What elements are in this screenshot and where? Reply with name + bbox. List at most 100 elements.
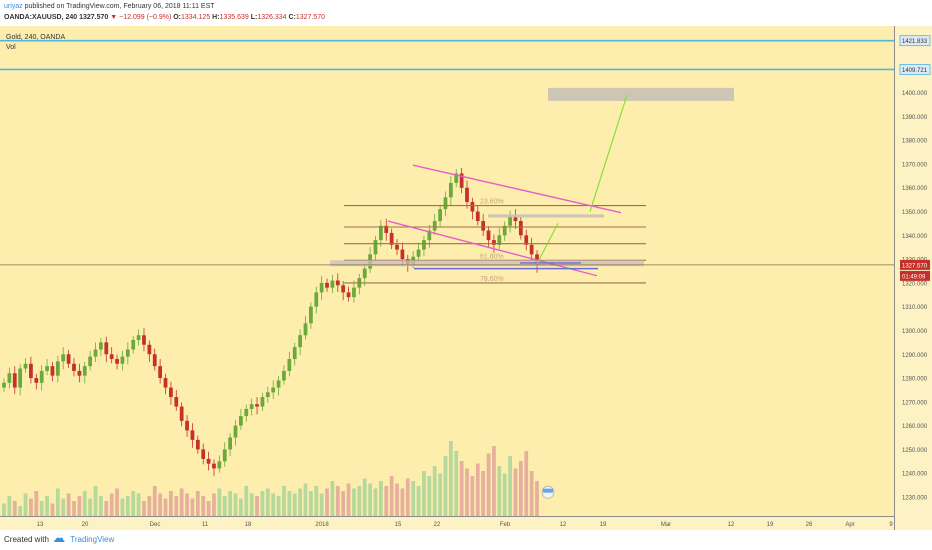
candle [335,280,340,286]
volume-bar [50,503,55,516]
volume-bar [174,496,179,516]
price-line-label: 1421.833 [902,39,928,45]
volume-bar [287,491,292,516]
candle [518,221,523,236]
volume-bar [185,493,189,516]
flag-icon [543,488,553,493]
candle [341,285,346,293]
candle [7,373,12,383]
candle [314,292,319,307]
candle [158,366,163,379]
candle [228,437,233,450]
volume-bar [104,501,109,516]
time-tick-label: Feb [500,522,511,528]
volume-bar [34,491,39,516]
last-price: 1327.570 [79,14,109,21]
volume-bar [23,493,28,516]
volume-bar [314,486,319,516]
volume-bar [481,471,486,516]
volume-bar [18,506,23,516]
candle [459,173,464,188]
candle [352,287,356,298]
volume-bar [492,446,496,516]
volume-bar [109,493,114,516]
volume-bar [400,488,405,516]
candle [308,306,313,324]
candle [2,382,6,388]
channel-lower-line [387,220,598,277]
close-label: C: [288,14,296,21]
candle [244,408,249,417]
volume-bar [265,488,270,516]
candle [422,240,426,250]
plot-background [0,26,894,516]
candle [222,449,227,462]
volume-bar [244,486,249,516]
candle [18,368,23,388]
candle [287,359,292,371]
candle [185,420,189,431]
candle [416,249,421,257]
candle [448,182,453,198]
author-link[interactable]: uriyaz [4,3,23,10]
price-tick-label: 1360.000 [902,186,928,192]
candle [104,342,109,355]
volume-bar [384,486,389,516]
volume-legend[interactable]: Vol [6,44,16,51]
series-legend[interactable]: Gold, 240, OANDA [6,34,66,41]
candle [271,387,276,393]
volume-bar [524,451,529,516]
volume-bar [357,486,362,516]
candle [282,370,286,381]
candle [115,359,119,364]
price-tick-label: 1350.000 [902,210,928,216]
candle [255,404,259,407]
candle [152,354,157,367]
time-tick-label: Apr [845,522,854,528]
candle [99,342,103,350]
price-tick-label: 1230.000 [902,495,928,501]
candle [265,392,270,398]
price-tick-label: 1300.000 [902,329,928,335]
volume-bar [529,471,534,516]
price-tick-label: 1340.000 [902,234,928,240]
volume-bar [475,463,480,516]
projection-line-long [589,94,628,212]
volume-bar [125,496,130,516]
volume-bar [486,453,491,516]
volume-bar [378,481,383,516]
candle [147,344,152,355]
candle [217,461,222,469]
price-tick-label: 1400.000 [902,91,928,97]
chart-area[interactable]: 1230.000 1240.000 1250.000 1260.000 1270.000… [0,26,932,530]
candle [319,282,324,293]
candle [61,354,66,362]
candle [88,356,93,367]
price-tick-label: 1370.000 [902,162,928,168]
footer: Created with TradingView [0,530,932,550]
volume-bar [152,486,157,516]
volume-bar [7,496,12,516]
candle [497,235,502,245]
candle [233,425,238,438]
tradingview-link[interactable]: TradingView [70,535,115,544]
volume-bar [346,483,351,516]
volume-bar [131,491,136,516]
candle [55,361,60,376]
volume-bar [298,488,302,516]
candle [378,225,383,241]
volume-bar [66,493,71,516]
time-tick-label: 15 [395,522,402,528]
created-with-text: Created with [4,535,49,544]
candle [45,366,49,371]
open-label: O: [173,14,182,21]
volume-bar [222,496,227,516]
volume-bar [72,501,76,516]
candle [34,378,39,383]
volume-bar [282,486,286,516]
time-tick-label: 13 [37,522,44,528]
volume-bar [416,486,421,516]
volume-bar [508,456,512,516]
price-chart[interactable]: 1230.000 1240.000 1250.000 1260.000 1270.000… [0,26,932,530]
fib-level-label: 61.80% [480,253,504,260]
